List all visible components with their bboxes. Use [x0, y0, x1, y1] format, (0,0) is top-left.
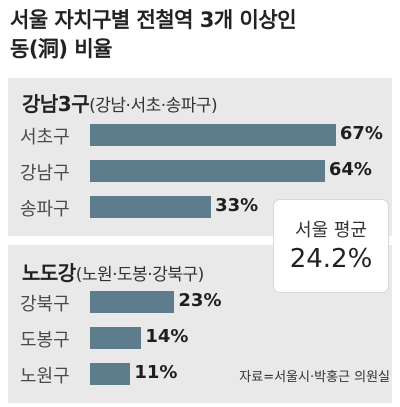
bar: [90, 327, 142, 349]
bar: [90, 196, 212, 218]
bar-category-label: 노원구: [20, 366, 70, 387]
bar: [90, 291, 175, 313]
bar-value-label: 14%: [145, 326, 189, 347]
group-subtitle-nodogang: (노원·도봉·강북구): [75, 265, 205, 285]
bar-value-label: 33%: [215, 195, 259, 216]
bar: [90, 124, 336, 146]
bar-category-label: 강남구: [20, 163, 70, 184]
bar: [90, 363, 131, 385]
bar-value-label: 23%: [178, 290, 222, 311]
bar-category-label: 강북구: [20, 294, 70, 315]
seoul-average-callout: 서울 평균 24.2%: [274, 200, 388, 292]
bar-row: 도봉구 14%: [8, 324, 392, 352]
bar: [90, 160, 325, 182]
bar-row: 노원구 11%: [8, 360, 392, 388]
bar-row: 서초구 67%: [8, 121, 392, 149]
bar-category-label: 서초구: [20, 127, 70, 148]
seoul-average-value: 24.2%: [289, 244, 373, 274]
bar-value-label: 67%: [339, 123, 383, 144]
source-note: 자료=서울시·박홍근 의원실: [239, 370, 390, 385]
seoul-average-label: 서울 평균: [295, 220, 367, 241]
group-header-gangnam: 강남3구(강남·서초·송파구): [22, 88, 218, 117]
bar-row: 강북구 23%: [8, 288, 392, 316]
chart-title-line-1: 서울 자치구별 전철역 3개 이상인: [10, 8, 297, 32]
bar-category-label: 도봉구: [20, 330, 70, 351]
chart-title: 서울 자치구별 전철역 3개 이상인 동(洞) 비율: [10, 6, 297, 64]
bar-value-label: 11%: [134, 362, 178, 383]
bar-value-label: 64%: [328, 159, 372, 180]
chart-title-line-2: 동(洞) 비율: [10, 37, 112, 61]
group-subtitle-gangnam: (강남·서초·송파구): [89, 96, 218, 116]
bar-category-label: 송파구: [20, 199, 70, 220]
group-title-gangnam: 강남3구: [22, 92, 90, 116]
group-header-nodogang: 노도강(노원·도봉·강북구): [22, 257, 204, 286]
bar-row: 송파구 33%: [8, 193, 392, 221]
group-title-nodogang: 노도강: [22, 261, 76, 285]
bar-row: 강남구 64%: [8, 157, 392, 185]
group-panel-gangnam: 강남3구(강남·서초·송파구) 서초구 67% 강남구 64% 송파구 33%: [8, 78, 392, 236]
